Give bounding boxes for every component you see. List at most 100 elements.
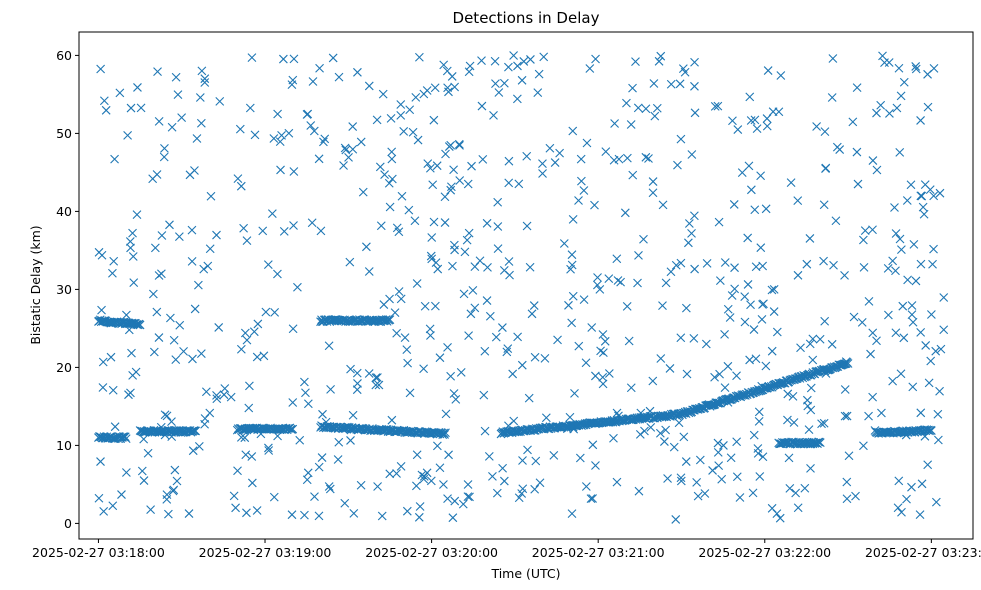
detection-point <box>793 503 803 513</box>
detection-point <box>504 62 513 72</box>
detection-point <box>660 437 669 446</box>
detection-point <box>859 262 869 272</box>
detection-point <box>588 440 598 450</box>
detection-point <box>631 57 640 66</box>
detection-point <box>205 244 215 254</box>
detection-point <box>819 256 828 266</box>
detection-point <box>565 412 575 422</box>
detection-point <box>378 89 388 99</box>
detection-point <box>860 226 870 236</box>
detection-point <box>117 490 126 499</box>
detection-point <box>550 158 560 167</box>
detection-point <box>828 54 838 63</box>
detection-point <box>127 348 136 358</box>
detection-point <box>896 369 906 379</box>
detection-point <box>601 147 611 157</box>
detection-point <box>859 441 868 451</box>
detection-point <box>428 180 438 190</box>
detection-point <box>187 426 197 436</box>
detection-point <box>864 296 874 306</box>
detection-point <box>732 371 741 381</box>
detection-point <box>908 317 918 327</box>
y-tick-label: 10 <box>56 438 72 453</box>
detection-point <box>815 438 825 448</box>
detection-point <box>173 90 183 100</box>
detection-point <box>346 436 355 445</box>
detection-point <box>133 83 142 92</box>
detection-point <box>269 492 279 502</box>
detection-point <box>162 490 172 499</box>
detection-point <box>530 352 540 362</box>
detection-point <box>430 301 440 311</box>
detection-point <box>122 310 131 320</box>
detection-point <box>190 304 200 314</box>
y-tick-label: 0 <box>64 516 72 531</box>
detection-point <box>121 434 131 444</box>
detection-point <box>317 453 327 462</box>
detection-point <box>522 151 532 161</box>
detection-point <box>545 143 555 153</box>
detection-point <box>517 489 527 498</box>
detection-point <box>411 92 421 102</box>
detection-point <box>658 200 668 210</box>
detection-point <box>531 456 541 466</box>
detection-point <box>911 276 921 286</box>
detection-point <box>384 178 394 188</box>
detection-point <box>831 216 841 226</box>
detection-point <box>776 71 786 80</box>
detection-point <box>880 58 889 68</box>
detection-point <box>273 269 282 279</box>
detection-point <box>767 346 777 356</box>
detection-point <box>440 192 450 202</box>
detection-point <box>132 210 142 219</box>
detection-point <box>806 463 815 473</box>
detection-point <box>200 74 210 84</box>
detection-point <box>789 418 799 427</box>
detection-point <box>235 124 245 134</box>
detection-point <box>109 434 119 443</box>
detection-point <box>525 262 535 272</box>
detection-point <box>431 258 441 268</box>
detection-point <box>293 282 302 292</box>
detection-point <box>785 483 795 493</box>
detection-point <box>490 56 500 66</box>
plot-frame <box>78 31 974 540</box>
detection-point <box>793 270 803 280</box>
detection-point <box>745 92 755 102</box>
detection-point <box>596 346 605 356</box>
detection-point <box>288 324 298 334</box>
detection-point <box>715 276 725 285</box>
detection-point <box>450 245 459 255</box>
detection-point <box>917 479 927 489</box>
detection-point <box>842 411 852 421</box>
detection-point <box>308 77 318 86</box>
detection-point <box>250 130 260 140</box>
detection-point <box>179 347 188 356</box>
detection-point <box>729 200 739 209</box>
detection-point <box>212 390 221 400</box>
detection-point <box>911 64 921 74</box>
detection-point <box>446 185 456 195</box>
detection-point <box>392 328 402 338</box>
detection-point <box>177 113 187 122</box>
detection-point <box>353 379 362 388</box>
detection-point <box>435 463 445 473</box>
detection-point <box>676 473 686 483</box>
y-tick-label: 50 <box>56 126 72 141</box>
detection-point <box>648 188 658 198</box>
detection-point <box>427 233 437 242</box>
detection-point <box>570 389 579 398</box>
detection-point <box>148 289 158 299</box>
detection-point <box>814 437 823 447</box>
detection-point <box>673 160 682 170</box>
detection-point <box>598 379 608 389</box>
detection-point <box>233 466 242 476</box>
detection-point <box>485 311 495 321</box>
detection-point <box>240 328 250 338</box>
detection-point <box>641 152 651 162</box>
detection-point <box>412 450 422 460</box>
detection-point <box>245 381 254 391</box>
detection-point <box>726 453 736 463</box>
detection-point <box>740 317 750 327</box>
detection-point <box>908 382 918 392</box>
